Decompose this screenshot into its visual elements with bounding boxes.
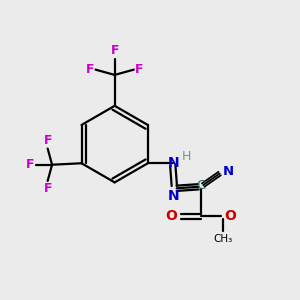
Text: CH₃: CH₃ (213, 234, 232, 244)
Text: F: F (85, 63, 94, 76)
Text: N: N (167, 156, 179, 170)
Text: C: C (196, 179, 206, 192)
Text: N: N (168, 190, 179, 203)
Text: F: F (26, 158, 34, 171)
Text: F: F (110, 44, 119, 57)
Text: N: N (223, 165, 234, 178)
Text: F: F (44, 182, 52, 195)
Text: O: O (224, 209, 236, 223)
Text: F: F (44, 134, 52, 147)
Text: H: H (182, 150, 191, 163)
Text: F: F (135, 63, 144, 76)
Text: O: O (166, 209, 178, 223)
